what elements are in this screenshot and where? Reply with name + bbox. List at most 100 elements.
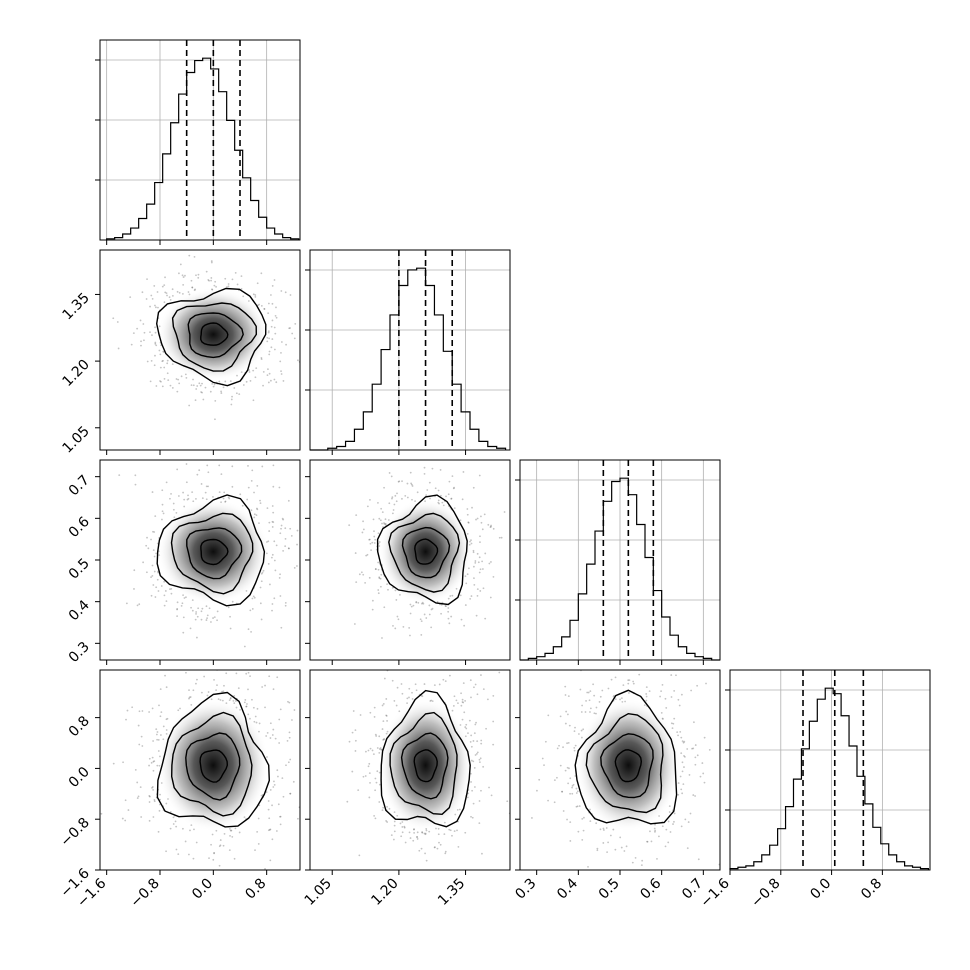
scatter-point	[559, 764, 562, 767]
scatter-point	[268, 521, 271, 524]
scatter-point	[255, 452, 257, 454]
scatter-point	[187, 494, 189, 497]
scatter-point	[598, 701, 601, 703]
scatter-point	[231, 278, 234, 281]
scatter-point	[216, 619, 218, 622]
scatter-point	[155, 385, 158, 387]
scatter-point	[365, 750, 367, 753]
scatter-point	[566, 818, 568, 821]
scatter-point	[482, 587, 485, 590]
scatter-point	[165, 686, 168, 689]
scatter-point	[444, 605, 447, 607]
scatter-point	[480, 742, 483, 745]
scatter-point	[243, 645, 246, 648]
scatter-point	[369, 781, 371, 784]
scatter-point	[351, 770, 354, 773]
scatter-point	[266, 507, 269, 510]
scatter-point	[576, 790, 579, 793]
scatter-point	[416, 491, 419, 494]
scatter-point	[686, 847, 689, 850]
scatter-point	[226, 656, 228, 658]
scatter-point	[164, 590, 167, 592]
scatter-point	[176, 468, 179, 471]
scatter-point	[475, 721, 477, 724]
scatter-point	[160, 585, 163, 587]
scatter-point	[112, 317, 115, 320]
scatter-point	[483, 513, 486, 516]
scatter-point	[165, 718, 168, 721]
scatter-point	[227, 496, 230, 499]
scatter-point	[539, 665, 541, 667]
scatter-point	[193, 828, 195, 831]
scatter-point	[149, 380, 152, 383]
scatter-point	[478, 571, 481, 574]
scatter-point	[481, 568, 484, 570]
scatter-point	[456, 829, 458, 832]
scatter-point	[224, 380, 227, 383]
scatter-point	[682, 783, 685, 786]
scatter-point	[503, 511, 506, 513]
scatter-point	[577, 830, 580, 833]
scatter-point	[443, 833, 446, 836]
scatter-point	[680, 736, 683, 739]
scatter-point	[161, 503, 164, 506]
scatter-point	[268, 372, 271, 375]
scatter-point	[231, 465, 234, 468]
scatter-point	[602, 827, 605, 830]
panel-frame	[99, 669, 301, 871]
scatter-point	[100, 812, 103, 815]
scatter-point	[362, 775, 365, 778]
scatter-point	[386, 821, 389, 823]
scatter-point	[200, 391, 202, 393]
scatter-point	[201, 497, 204, 500]
scatter-point	[381, 704, 384, 707]
scatter-point	[184, 274, 186, 277]
scatter-point	[160, 734, 162, 736]
scatter-point	[435, 666, 437, 668]
contour-line	[170, 512, 254, 595]
x-axis-1	[331, 450, 467, 455]
scatter-point	[260, 304, 263, 307]
scatter-point	[378, 517, 381, 520]
scatter-point	[163, 580, 166, 583]
scatter-point	[188, 689, 190, 692]
scatter-point	[453, 507, 456, 510]
scatter-point	[614, 698, 617, 701]
density-fill	[575, 698, 681, 832]
scatter-point	[280, 527, 282, 530]
scatter-point	[385, 820, 388, 822]
scatter-point	[254, 376, 257, 379]
scatter-point	[166, 362, 169, 365]
scatter-point	[187, 853, 190, 856]
scatter-point	[189, 627, 192, 630]
scatter-point	[194, 288, 197, 291]
scatter-point	[204, 386, 207, 389]
scatter-point	[158, 704, 160, 707]
scatter-point	[274, 315, 277, 317]
scatter-point	[266, 374, 269, 377]
scatter-point	[208, 279, 210, 282]
scatter-point	[645, 693, 648, 695]
scatter-point	[161, 385, 164, 388]
scatter-point	[288, 701, 291, 704]
scatter-point	[280, 290, 283, 292]
scatter-point	[269, 789, 272, 791]
scatter-point	[694, 744, 697, 746]
scatter-point	[575, 805, 578, 808]
scatter-point	[481, 560, 484, 563]
scatter-point	[355, 514, 358, 517]
scatter-point	[293, 709, 296, 711]
scatter-point	[181, 602, 184, 605]
scatter-point	[139, 786, 142, 788]
scatter-point	[445, 495, 447, 498]
panel-content	[348, 466, 506, 639]
scatter-point	[293, 566, 296, 569]
scatter-point	[229, 627, 232, 630]
scatter-point	[151, 491, 154, 493]
scatter-point	[253, 513, 256, 516]
scatter-point	[296, 565, 298, 567]
scatter-point	[433, 846, 436, 849]
scatter-point	[585, 700, 587, 702]
scatter-point	[670, 674, 673, 676]
scatter-point	[162, 725, 165, 728]
